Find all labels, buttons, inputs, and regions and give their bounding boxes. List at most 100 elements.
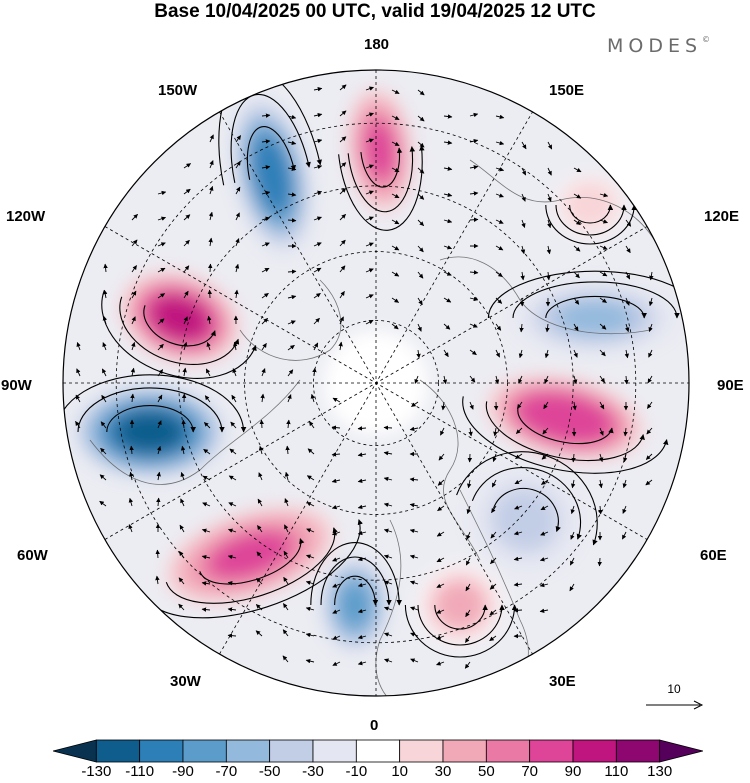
wind-vector (391, 245, 400, 251)
wind-vector (466, 531, 471, 540)
wind-vector (409, 502, 419, 508)
wind-vector (260, 393, 265, 403)
colorbar-tick-label: 50 (477, 763, 495, 780)
wind-vector (570, 531, 575, 540)
wind-vector (541, 479, 549, 485)
wind-vector (365, 190, 374, 195)
wind-vector (203, 422, 211, 429)
wind-vector (383, 528, 393, 533)
wind-vector (465, 609, 471, 618)
wind-vector (648, 323, 653, 332)
colorbar-tick-label: -30 (302, 763, 324, 780)
wind-vector (625, 219, 632, 227)
wind-vector (492, 453, 497, 462)
wind-vector (469, 296, 479, 302)
wind-vector (443, 323, 451, 330)
wind-vector (261, 267, 270, 273)
wind-vector (520, 245, 526, 255)
wind-vector (391, 219, 400, 225)
streamline (347, 146, 416, 213)
anomaly-low (321, 557, 389, 653)
wind-vector (183, 163, 191, 169)
wind-vector (417, 167, 425, 174)
wind-vector (521, 167, 527, 176)
wind-vector (436, 557, 445, 563)
streamline (119, 296, 240, 365)
wind-vector (307, 448, 315, 455)
wind-vector (516, 401, 523, 409)
wind-vector (546, 271, 551, 281)
reference-vector-label: 10 (667, 682, 681, 696)
colorbar-cell (225, 739, 271, 763)
wind-vector (157, 190, 167, 196)
wind-vector (283, 550, 289, 559)
wind-vector (468, 427, 473, 437)
wind-vector (623, 427, 628, 437)
wind-vector (287, 320, 296, 325)
wind-vector (599, 192, 609, 198)
wind-vector (75, 421, 81, 429)
wind-vector (383, 502, 393, 508)
wind-vector (313, 86, 323, 92)
wind-vector (573, 193, 582, 199)
wind-vector (157, 420, 162, 429)
wind-vector (469, 191, 479, 196)
wind-vector (495, 297, 503, 304)
wind-vector (338, 341, 343, 351)
wind-vector (621, 531, 627, 540)
wind-vector (261, 216, 271, 221)
wind-vector (417, 297, 423, 306)
wind-vector (339, 213, 346, 221)
wind-vector (131, 341, 136, 351)
wind-vector (441, 401, 446, 411)
streamline (334, 575, 379, 606)
streamline (569, 204, 614, 224)
wind-vector (332, 583, 341, 588)
wind-vector (287, 344, 295, 351)
colorbar-tick-label: -90 (172, 763, 194, 780)
wind-vector (306, 501, 315, 507)
wind-vector (469, 375, 476, 383)
wind-vector (570, 505, 575, 515)
wind-vector (414, 375, 419, 384)
map-title: Base 10/04/2025 00 UTC, valid 19/04/2025… (154, 1, 596, 22)
wind-vector (417, 141, 425, 148)
wind-vector (436, 635, 445, 640)
wind-vector (183, 290, 189, 299)
wind-vector (157, 318, 165, 325)
lon-label-150e: 150E (549, 82, 585, 99)
wind-vector (282, 655, 289, 663)
wind-vector (357, 478, 367, 484)
wind-vector (521, 141, 527, 150)
wind-vector (383, 476, 393, 482)
wind-vector (332, 531, 341, 536)
wind-vector (103, 263, 108, 273)
wind-vector (235, 238, 240, 247)
wind-vector (339, 136, 347, 143)
wind-vector (131, 213, 138, 221)
wind-vector (465, 583, 471, 592)
streamline (487, 270, 689, 319)
colorbar-tick-label: 130 (647, 763, 673, 780)
wind-vector (417, 219, 424, 226)
colorbar-cell (269, 739, 314, 763)
streamline (434, 604, 488, 630)
wind-vector (313, 242, 322, 247)
wind-vector (256, 577, 263, 585)
colorbar-cell (312, 739, 357, 763)
wind-vector (313, 112, 323, 118)
wind-vector (599, 401, 605, 410)
lon-label-0: 0 (370, 717, 379, 734)
lon-label-150w: 150W (158, 82, 198, 99)
streamline (517, 407, 614, 445)
streamline (545, 295, 647, 319)
wind-vector (547, 193, 552, 202)
brand-mark: © (702, 35, 711, 44)
wind-vector (181, 419, 186, 429)
wind-vector (156, 471, 161, 481)
wind-vector (180, 472, 185, 481)
wind-vector (179, 551, 185, 559)
wind-vector (287, 369, 294, 377)
wind-vector (494, 375, 500, 385)
wind-vector (313, 216, 322, 221)
